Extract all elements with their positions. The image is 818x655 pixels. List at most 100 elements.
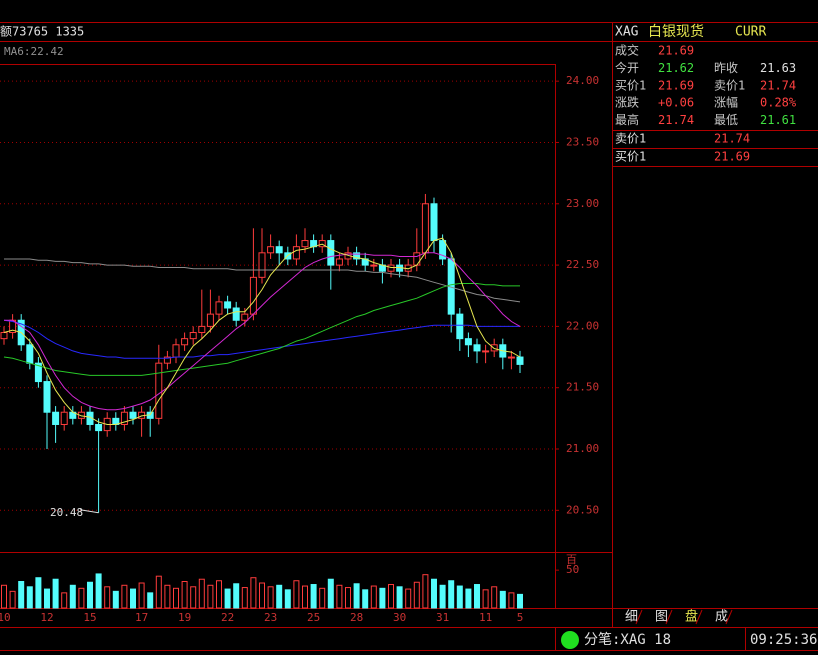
tab-divider	[665, 609, 673, 625]
low-pointer	[79, 509, 99, 514]
y-tick-label: 22.50	[566, 258, 599, 271]
volume-bar	[319, 587, 326, 609]
candle-body	[163, 356, 171, 364]
ma-label: MA6:22.42	[4, 45, 64, 58]
volume-bar	[396, 586, 403, 609]
volume-bar	[362, 589, 369, 609]
candle-body	[335, 258, 343, 266]
header-text: 额73765 1335	[0, 25, 84, 39]
candle-body	[172, 344, 180, 358]
ask-value: 21.74	[714, 132, 750, 146]
candle-body	[241, 313, 249, 321]
quote-value: 21.69	[658, 44, 694, 58]
volume-bar	[293, 580, 300, 609]
candle-body	[327, 240, 335, 266]
volume-bar	[465, 588, 472, 609]
x-tick-label: 12	[40, 611, 53, 624]
volume-bar	[9, 590, 16, 609]
candle-body	[516, 356, 524, 365]
candle-body	[421, 203, 429, 254]
volume-bar	[370, 585, 377, 609]
volume-bar	[190, 586, 197, 609]
volume-bar	[284, 589, 291, 609]
volume-bar	[336, 584, 343, 609]
symbol-name: 白银现货	[648, 23, 704, 40]
volume-bar	[259, 582, 265, 609]
candle-body	[0, 332, 8, 340]
volume-bar	[18, 581, 25, 609]
quote-value: 21.74	[658, 113, 694, 127]
candle-body	[60, 411, 68, 425]
volume-bar	[61, 592, 68, 609]
quote-value: 21.61	[760, 113, 796, 127]
volume-bar	[250, 577, 257, 609]
x-tick-label: 19	[178, 611, 191, 624]
candle-body	[189, 332, 197, 340]
volume-bar	[112, 590, 119, 609]
x-tick-label: 22	[221, 611, 234, 624]
x-tick-label: 30	[393, 611, 406, 624]
y-tick-label: 21.50	[566, 381, 599, 394]
quote-label: 买价1	[615, 78, 646, 92]
volume-bar	[345, 587, 351, 609]
candle-body	[464, 338, 472, 346]
volume-bar	[87, 581, 93, 609]
volume-bar	[1, 584, 7, 609]
volume-bar	[26, 586, 33, 609]
volume-bar	[413, 581, 420, 609]
y-tick-label: 22.00	[566, 319, 599, 332]
y-tick-label: 21.00	[566, 442, 599, 455]
volume-bar	[456, 585, 463, 609]
tab[interactable]: 盘	[685, 609, 698, 625]
y-tick-label: 23.50	[566, 135, 599, 148]
quote-label: 最高	[615, 112, 639, 127]
tab-divider	[635, 609, 643, 625]
tab[interactable]: 成	[715, 610, 728, 625]
bid-label: 买价1	[615, 150, 646, 164]
volume-bar	[499, 590, 506, 609]
y-tick-label: 20.50	[566, 503, 599, 516]
quote-label: 今开	[615, 60, 639, 75]
candle-body	[129, 411, 137, 419]
symbol-tag: CURR	[735, 25, 766, 40]
candle-body	[120, 411, 128, 425]
volume-bar	[431, 578, 437, 609]
status-label: 分笔:XAG 18	[584, 632, 671, 648]
candle-body	[473, 344, 481, 352]
x-tick-label: 25	[307, 611, 320, 624]
tab[interactable]: 细	[625, 610, 638, 625]
candle-body	[249, 276, 257, 315]
volume-bar	[147, 592, 154, 609]
volume-bar	[448, 580, 455, 609]
candle-body	[215, 301, 223, 315]
volume-bar	[216, 580, 222, 609]
status-icon	[561, 631, 579, 649]
volume-bar	[388, 584, 394, 609]
candle-body	[52, 411, 60, 425]
volume-bar	[138, 582, 145, 609]
quote-label: 卖价1	[714, 78, 745, 92]
volume-bar	[173, 587, 179, 609]
x-tick-label: 15	[83, 611, 96, 624]
candle-body	[439, 240, 447, 260]
tab-divider	[695, 609, 703, 625]
candle-body	[387, 264, 395, 272]
quote-label: 涨跌	[615, 95, 639, 110]
volume-bar	[474, 584, 480, 609]
candle-body	[224, 301, 232, 309]
volume-bar	[439, 584, 446, 609]
ask-label: 卖价1	[615, 132, 646, 146]
ma-line	[3, 319, 520, 359]
candle-body	[292, 246, 300, 260]
volume-bar	[267, 586, 274, 609]
volume-bar	[379, 587, 386, 609]
volume-bar	[353, 583, 360, 609]
volume-bar	[155, 575, 162, 609]
candle-body	[370, 264, 378, 267]
volume-bar	[95, 573, 102, 609]
candle-body	[155, 362, 163, 419]
candle-body	[77, 411, 85, 419]
tab[interactable]: 图	[655, 610, 668, 625]
candle-body	[95, 423, 103, 432]
candle-body	[198, 325, 206, 334]
